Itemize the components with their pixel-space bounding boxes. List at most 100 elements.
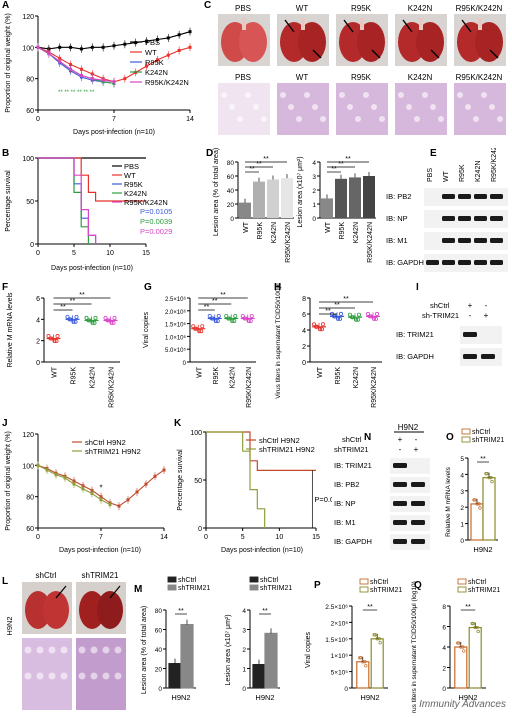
blot-label: IB: M1: [334, 518, 356, 527]
panel-label: D: [206, 148, 214, 159]
data-point: [92, 320, 97, 325]
panel-label: E: [430, 148, 437, 159]
data-point: [476, 629, 480, 634]
x-axis-label: H9N2: [473, 545, 492, 554]
blot-band: [411, 539, 425, 544]
survival-chart-k: 0 50 100 0 5 10 15 Percentage survival Days post…: [177, 430, 346, 554]
data-point: [105, 318, 110, 323]
x-tick-label: 14: [186, 116, 194, 123]
legend-label: shCtrl H9N2: [85, 438, 126, 447]
arrow: [461, 19, 472, 33]
bar: [264, 632, 278, 689]
row-label: sh-TRIM21: [422, 311, 459, 320]
blot-strip: [390, 496, 430, 512]
panel-d: D 0 20 40 60 80 WT R95K K242N R95K/K242N ** ** ** 0 1…: [204, 148, 379, 276]
bar: [470, 503, 484, 541]
panel-label: H: [274, 282, 282, 293]
y-tick-label: 1.5×10⁶: [325, 637, 348, 644]
y-tick-label: 2.5×10⁶: [165, 296, 187, 303]
data-point: [490, 480, 494, 484]
data-point: [162, 468, 166, 472]
data-point: [145, 64, 149, 68]
alveoli: [363, 92, 369, 98]
lung-lobe-right: [43, 591, 69, 629]
legend-label: shCtrl: [472, 429, 491, 436]
treatment-mark: +: [484, 311, 489, 320]
y-tick-label: 6: [442, 625, 446, 632]
arrow: [55, 585, 67, 599]
data-point: [108, 503, 112, 506]
y-tick-label: 40: [155, 647, 163, 654]
blot-band: [490, 194, 503, 199]
y-tick-label: 120: [22, 14, 34, 21]
blot-band: [393, 520, 407, 525]
blot-band: [411, 482, 425, 487]
y-tick-label: 3: [242, 628, 246, 635]
y-tick-label: 3: [312, 174, 316, 181]
category-label: R95K: [213, 367, 220, 385]
treatment-mark: -: [399, 445, 402, 454]
category-label: K242N: [90, 367, 97, 388]
lung-lobe-right: [239, 22, 267, 62]
data-point: [363, 660, 367, 664]
panel-label: B: [2, 148, 10, 159]
western-blot-e: PBS WT R95K K242N R95K/K242N IB: PB2 IB: NP IB:…: [386, 141, 508, 272]
data-point: [240, 313, 245, 318]
y-tick-label: 80: [227, 160, 235, 167]
category-label: WT: [243, 221, 250, 233]
data-point: [90, 77, 94, 81]
y-tick-label: 5×10⁵: [331, 670, 349, 677]
blot-band: [411, 501, 425, 506]
data-point: [58, 59, 62, 63]
alveoli: [90, 672, 98, 680]
y-tick-label: 2×10⁶: [331, 620, 349, 627]
group-label: WT: [296, 73, 309, 82]
legend-label: shTRIM21: [468, 587, 500, 594]
data-point: [356, 317, 361, 322]
axis-label: Viral copies: [143, 311, 150, 348]
category-label: R95K: [339, 222, 346, 240]
sig-stars: **: [480, 456, 486, 463]
lung-images-l: shCtrl shTRIM21 H9N2: [5, 571, 126, 710]
treatment-mark: -: [469, 311, 472, 320]
bar: [482, 477, 496, 541]
data-point: [332, 314, 337, 319]
data-point: [336, 316, 341, 321]
data-point: [361, 660, 365, 664]
data-point: [155, 58, 159, 62]
sig-star: *: [99, 484, 102, 493]
survival-line-3: [38, 157, 97, 244]
alveoli: [102, 672, 110, 680]
x-tick-label: 5: [72, 250, 76, 257]
data-point: [52, 339, 57, 344]
axis-label: Proportion of original weight (%): [5, 13, 12, 113]
panel-i: I shCtrl sh-TRIM21 + - - + IB: TRIM21 IB: GAPDH: [392, 282, 512, 412]
data-point: [166, 53, 170, 57]
y-tick-label: 100: [22, 156, 34, 163]
blot-band: [442, 238, 455, 243]
panel-l: L shCtrl shTRIM21 H9N2: [0, 566, 128, 713]
data-point: [84, 315, 89, 320]
data-point: [166, 36, 170, 40]
sig-stars: **: [465, 604, 471, 611]
data-point: [101, 78, 105, 82]
alveoli: [430, 104, 436, 110]
arrow: [489, 49, 499, 59]
axis-label: Lesion area (% of total area): [141, 606, 148, 694]
lane-label: R95K: [459, 164, 466, 182]
bar: [239, 202, 251, 218]
alveoli: [229, 104, 235, 110]
data-point: [135, 490, 139, 494]
histology-image: [277, 83, 329, 135]
data-point: [224, 313, 229, 318]
survival-line-2: [38, 157, 146, 202]
arrow: [284, 19, 295, 33]
panel-label: K: [174, 418, 182, 429]
data-point: [207, 313, 212, 318]
data-point: [248, 318, 253, 323]
blot-band: [474, 216, 487, 221]
x-tick-label: 14: [160, 534, 168, 541]
group-label: R95K/K242N: [456, 73, 503, 82]
